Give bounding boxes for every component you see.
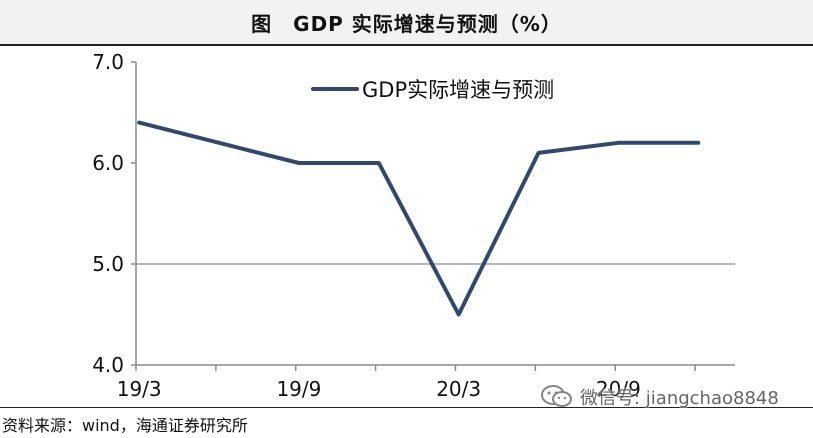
x-tick-label: 20/3 bbox=[436, 377, 481, 401]
y-tick-label: 5.0 bbox=[92, 252, 124, 276]
x-tick-label: 19/3 bbox=[117, 377, 162, 401]
y-tick-label: 4.0 bbox=[92, 353, 124, 377]
wechat-icon bbox=[540, 384, 574, 410]
y-tick-label: 6.0 bbox=[92, 151, 124, 175]
watermark: 微信号: jiangchao8848 bbox=[540, 384, 779, 410]
watermark-text: 微信号: jiangchao8848 bbox=[580, 388, 779, 409]
source-divider bbox=[0, 407, 813, 408]
x-tick-label: 20/9 bbox=[596, 377, 641, 401]
y-tick-label: 7.0 bbox=[92, 50, 124, 74]
source-note: 资料来源：wind，海通证券研究所 bbox=[2, 416, 248, 435]
chart-title: 图 GDP 实际增速与预测（%） bbox=[251, 11, 562, 36]
x-tick-label: 19/9 bbox=[276, 377, 321, 401]
legend-label: GDP实际增速与预测 bbox=[362, 78, 554, 102]
series-line bbox=[137, 120, 701, 317]
chart-title-bar: 图 GDP 实际增速与预测（%） bbox=[0, 0, 813, 46]
